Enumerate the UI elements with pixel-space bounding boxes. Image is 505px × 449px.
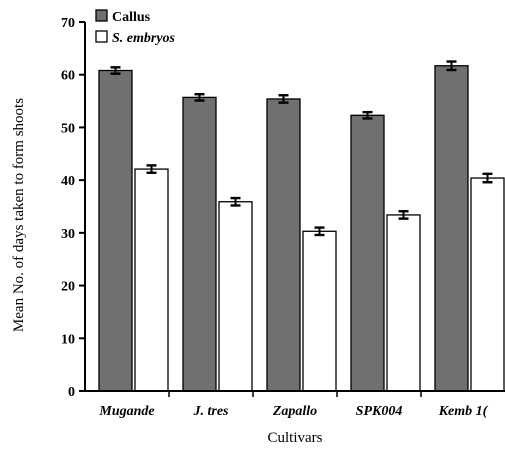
x-axis-title: Cultivars [268,430,323,446]
y-axis-ticks: 0 10 20 30 40 50 60 70 [61,16,85,400]
y-tick-label: 50 [61,121,75,136]
y-tick-label: 0 [68,385,75,400]
bar-callus [266,98,301,392]
x-tick-label: Zapallo [272,404,317,419]
x-tick-label: Kemb 1( [438,404,489,419]
bar-callus [98,69,133,392]
bar-s-embryos [218,201,253,392]
y-tick-label: 30 [61,227,75,242]
x-axis-ticks: Mugande J. tres Zapallo SPK004 Kemb 1( [98,391,489,419]
x-tick-label: Mugande [98,404,154,419]
legend-swatch [95,30,108,43]
y-tick-label: 20 [61,280,75,295]
y-tick-label: 70 [61,16,75,31]
legend-label: S. embryos [112,31,176,46]
legend-swatch [95,9,108,22]
bar-callus [182,96,217,392]
x-tick-label: J. tres [193,404,230,419]
y-tick-label: 10 [61,332,75,347]
bar-s-embryos [302,230,337,392]
legend-label: Callus [112,10,151,25]
y-tick-label: 40 [61,174,75,189]
legend: Callus S. embryos [95,9,176,46]
bar-s-embryos [470,177,505,392]
bar-s-embryos [386,214,421,392]
y-tick-label: 60 [61,69,75,84]
bar-s-embryos [134,168,169,392]
bar-callus [434,65,469,392]
y-axis-title: Mean No. of days taken to form shoots [11,98,27,332]
bars [98,60,505,392]
bar-callus [350,114,385,392]
x-tick-label: SPK004 [356,404,403,419]
